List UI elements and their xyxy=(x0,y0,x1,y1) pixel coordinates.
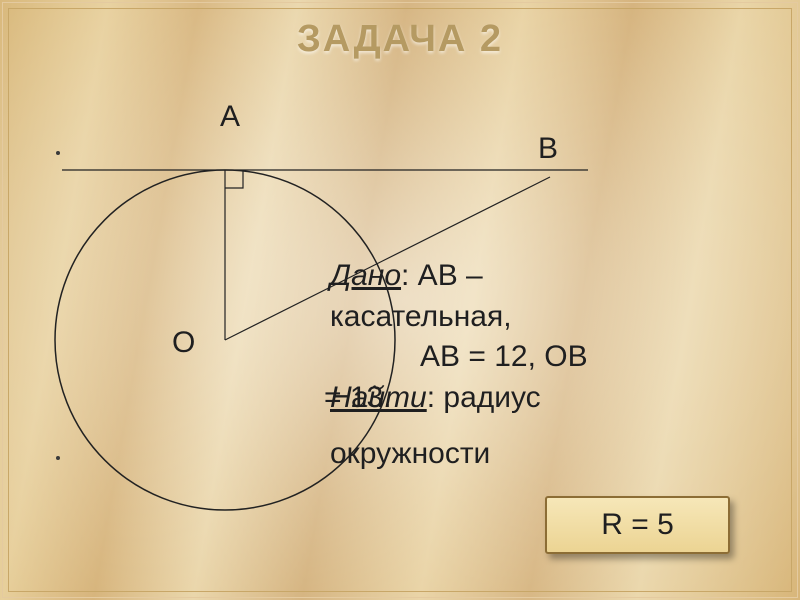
find-line: Найти: радиус = 13. xyxy=(330,378,780,419)
answer-box: R = 5 xyxy=(545,496,730,554)
point-label-a: А xyxy=(220,100,240,134)
orphan-13: = 13. xyxy=(324,378,392,419)
point-label-o: О xyxy=(172,326,195,360)
right-angle-marker xyxy=(225,170,243,188)
problem-text: Дано: AB – касательная, AB = 12, OB Найт… xyxy=(330,256,780,475)
given-line-2: касательная, xyxy=(330,297,780,338)
given-line-1: Дано: AB – xyxy=(330,256,780,297)
spacer xyxy=(330,418,780,434)
given-line-6: окружности xyxy=(330,434,780,475)
slide-title: ЗАДАЧА 2 xyxy=(0,18,800,61)
point-label-b: В xyxy=(538,132,558,166)
given-line-1-rest: : AB – xyxy=(401,259,483,292)
given-line-3: AB = 12, OB xyxy=(330,337,780,378)
find-rest: : радиус xyxy=(427,381,541,414)
answer-text: R = 5 xyxy=(601,508,674,542)
given-word: Дано xyxy=(330,259,401,292)
